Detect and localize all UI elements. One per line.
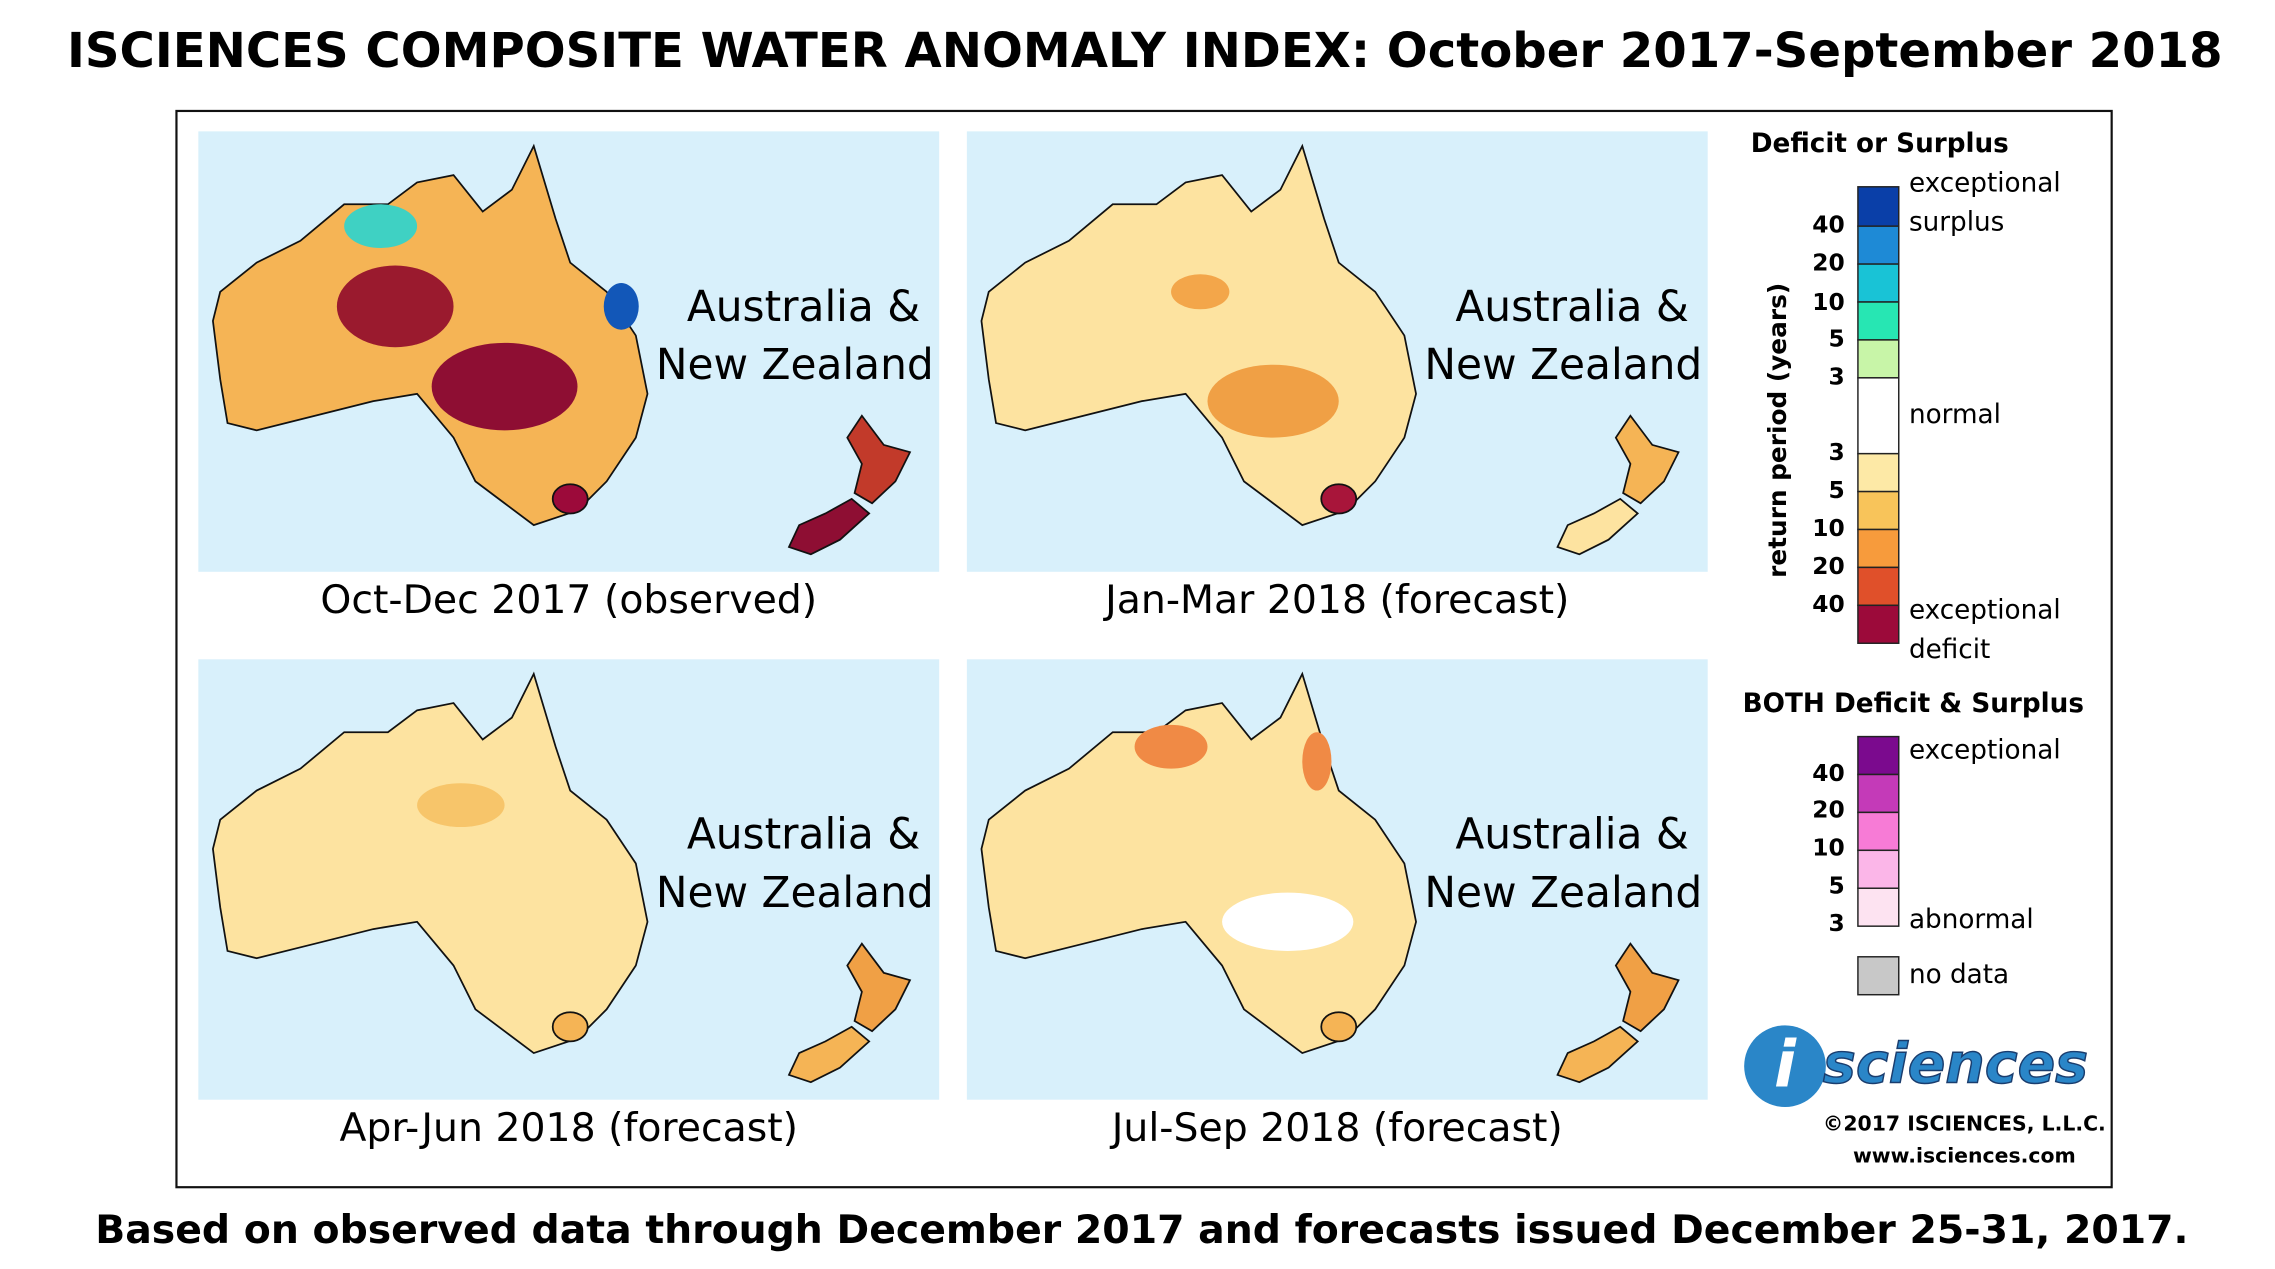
- logo: i sciences: [1744, 1025, 2089, 1107]
- legend-label: surplus: [1909, 208, 2004, 238]
- region-label: New Zealand: [656, 340, 934, 389]
- legend-tick: 3: [1829, 438, 1845, 466]
- legend-tick: 10: [1812, 833, 1844, 861]
- footer: Based on observed data through December …: [95, 1207, 2188, 1253]
- legend-tick: 5: [1829, 324, 1845, 352]
- axis-label: return period (years): [1763, 283, 1792, 578]
- map-panel: Australia & New Zealand: [198, 131, 940, 572]
- legend-label: abnormal: [1909, 905, 2034, 935]
- caption: Jul-Sep 2018 (forecast): [1109, 1105, 1563, 1151]
- region-label: New Zealand: [656, 868, 934, 917]
- caption: Oct-Dec 2017 (observed): [320, 577, 817, 623]
- legend-title: Deficit or Surplus: [1751, 129, 2009, 159]
- region-label: New Zealand: [1424, 868, 1702, 917]
- legend-tick: 20: [1812, 552, 1844, 580]
- region-label: New Zealand: [1424, 340, 1702, 389]
- map-panel: Australia & New Zealand: [966, 131, 1708, 572]
- logo-mark: i: [1774, 1028, 1797, 1103]
- legend-label: deficit: [1909, 635, 1990, 665]
- legend-tick: 10: [1812, 514, 1844, 542]
- region-label: Australia &: [687, 282, 920, 331]
- legend-tick: 40: [1812, 590, 1844, 618]
- caption: Jan-Mar 2018 (forecast): [1102, 577, 1569, 623]
- legend-tick: 40: [1812, 211, 1844, 239]
- title: ISCIENCES COMPOSITE WATER ANOMALY INDEX:…: [67, 23, 2223, 79]
- map-panel: Australia & New Zealand: [966, 659, 1708, 1100]
- region-label: Australia &: [687, 810, 920, 859]
- legend-label: exceptional: [1909, 736, 2061, 766]
- legend-tick: 5: [1829, 871, 1845, 899]
- website: www.isciences.com: [1853, 1144, 2076, 1168]
- legend-tick: 20: [1812, 249, 1844, 277]
- legend-label: no data: [1909, 960, 2009, 990]
- legend-title: BOTH Deficit & Surplus: [1743, 689, 2084, 719]
- legend-tick: 3: [1829, 909, 1845, 937]
- legend-tick: 3: [1829, 362, 1845, 390]
- frame: [175, 109, 2113, 1189]
- legend-label: exceptional: [1909, 168, 2061, 198]
- legend-tick: 5: [1829, 476, 1845, 504]
- map-panel: Australia & New Zealand: [198, 659, 940, 1100]
- logo-text: sciences: [1823, 1033, 2088, 1097]
- legend-tick: 10: [1812, 288, 1844, 316]
- legend-label: normal: [1909, 400, 2001, 430]
- caption: Apr-Jun 2018 (forecast): [339, 1105, 798, 1151]
- region-label: Australia &: [1455, 810, 1688, 859]
- legend-label: exceptional: [1909, 596, 2061, 626]
- legend-tick: 20: [1812, 795, 1844, 823]
- copyright: ©2017 ISCIENCES, L.L.C.: [1823, 1112, 2106, 1136]
- legend-tick: 40: [1812, 759, 1844, 787]
- legend: Deficit or Surplus 40 20 10 5 3 3 5 10 2…: [1743, 129, 2084, 996]
- region-label: Australia &: [1455, 282, 1688, 331]
